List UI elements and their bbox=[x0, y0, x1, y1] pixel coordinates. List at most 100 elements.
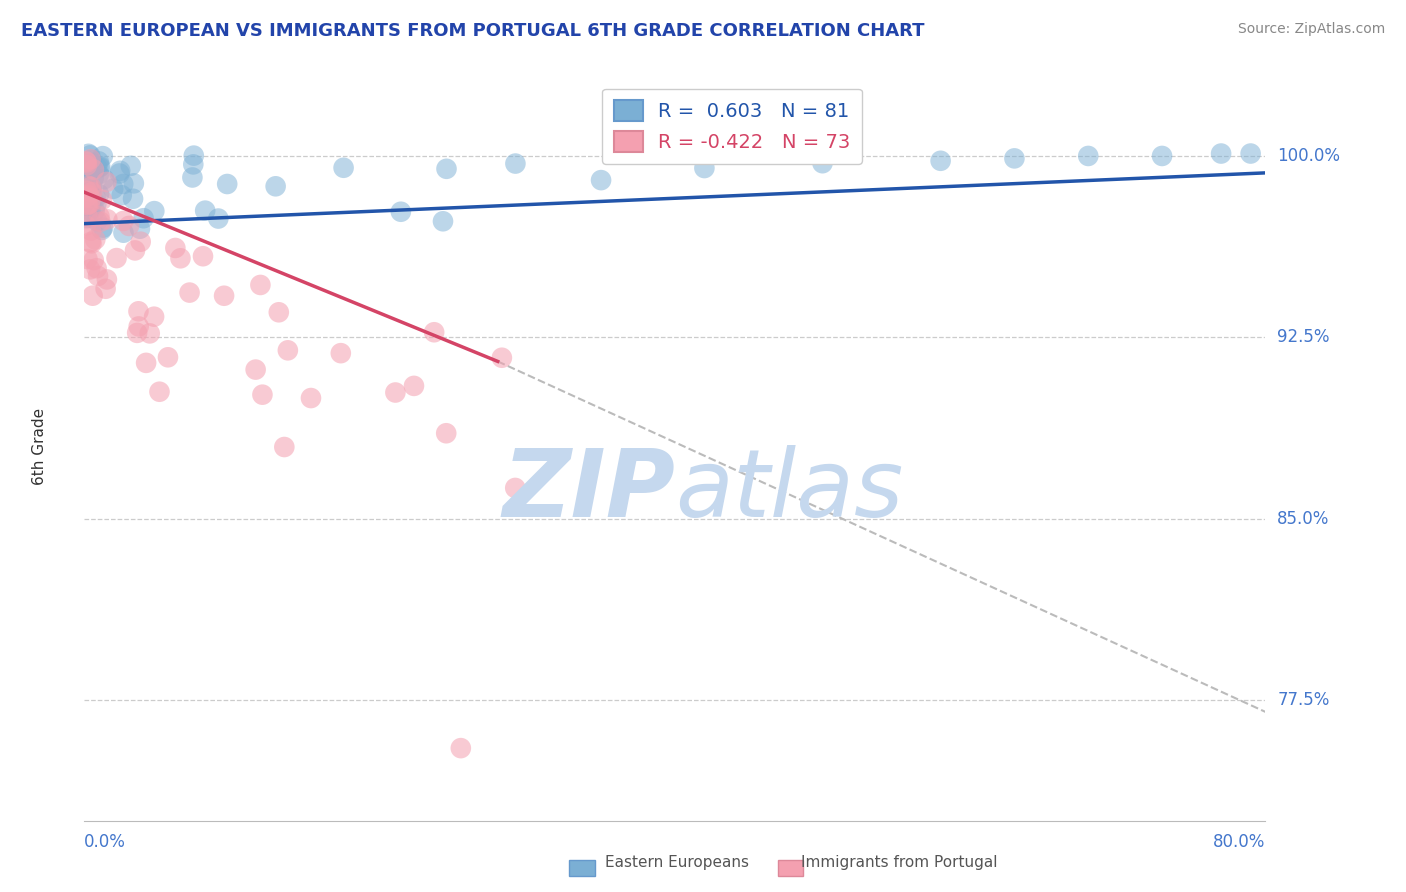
Text: Immigrants from Portugal: Immigrants from Portugal bbox=[801, 855, 998, 870]
Point bbox=[91, 193, 114, 207]
Point bbox=[249, 277, 271, 292]
Point bbox=[135, 356, 157, 370]
Point bbox=[76, 197, 98, 211]
Point bbox=[76, 198, 98, 212]
Text: 77.5%: 77.5% bbox=[1277, 690, 1330, 709]
Point bbox=[112, 177, 135, 191]
Point bbox=[79, 235, 101, 249]
Point bbox=[96, 212, 118, 227]
Point bbox=[143, 204, 166, 219]
Point bbox=[1004, 152, 1026, 166]
Point bbox=[402, 379, 425, 393]
Point bbox=[79, 160, 101, 174]
Point bbox=[138, 326, 160, 341]
Point bbox=[96, 175, 118, 189]
Point bbox=[80, 191, 103, 205]
Point bbox=[75, 194, 97, 209]
Point bbox=[112, 226, 135, 240]
Point bbox=[83, 203, 105, 218]
Point bbox=[79, 152, 101, 166]
Point bbox=[108, 163, 131, 178]
Point bbox=[128, 319, 150, 334]
Point bbox=[132, 211, 155, 226]
Point bbox=[165, 241, 187, 255]
Point bbox=[79, 203, 101, 218]
Point bbox=[693, 161, 716, 175]
Point bbox=[1077, 149, 1099, 163]
Point bbox=[273, 440, 295, 454]
Point bbox=[89, 160, 111, 174]
Point bbox=[389, 204, 412, 219]
Point bbox=[80, 186, 103, 201]
Point bbox=[87, 154, 110, 169]
Point bbox=[169, 252, 191, 266]
Point bbox=[77, 188, 100, 202]
Point bbox=[80, 236, 103, 251]
Point bbox=[87, 187, 110, 202]
Point bbox=[80, 223, 103, 237]
Point bbox=[122, 192, 145, 206]
Text: 92.5%: 92.5% bbox=[1277, 328, 1330, 346]
Point bbox=[79, 197, 101, 211]
Point bbox=[83, 162, 105, 177]
Point bbox=[75, 154, 97, 169]
Point bbox=[122, 177, 145, 191]
Text: ZIP: ZIP bbox=[502, 445, 675, 537]
Point bbox=[76, 155, 98, 169]
Point bbox=[80, 198, 103, 212]
Point bbox=[183, 148, 205, 162]
Point bbox=[105, 251, 128, 265]
Point bbox=[194, 203, 217, 218]
Point bbox=[111, 188, 134, 202]
Point bbox=[86, 161, 108, 175]
Point bbox=[75, 190, 97, 204]
Point bbox=[450, 741, 472, 756]
Point bbox=[384, 385, 406, 400]
Point bbox=[1211, 146, 1233, 161]
Point bbox=[76, 158, 98, 172]
Point bbox=[217, 177, 239, 191]
Point bbox=[77, 178, 100, 193]
Point bbox=[77, 198, 100, 212]
Point bbox=[79, 262, 101, 277]
Point bbox=[143, 310, 166, 324]
Point bbox=[77, 146, 100, 161]
Point bbox=[76, 186, 98, 200]
Point bbox=[96, 272, 118, 286]
Point bbox=[120, 159, 142, 173]
Point bbox=[80, 181, 103, 195]
Point bbox=[83, 170, 105, 185]
Point bbox=[79, 148, 101, 162]
Point bbox=[505, 156, 527, 170]
Point bbox=[84, 233, 107, 247]
Point bbox=[127, 326, 149, 340]
Point bbox=[129, 221, 152, 235]
Point bbox=[77, 186, 100, 200]
Point bbox=[423, 325, 446, 339]
Point bbox=[76, 184, 98, 198]
Point bbox=[80, 185, 103, 199]
Point bbox=[1240, 146, 1263, 161]
Point bbox=[75, 211, 97, 226]
Point bbox=[112, 214, 135, 228]
Text: 6th Grade: 6th Grade bbox=[32, 408, 46, 484]
Text: Eastern Europeans: Eastern Europeans bbox=[605, 855, 748, 870]
Point bbox=[75, 219, 97, 233]
Point bbox=[207, 211, 229, 226]
Point bbox=[181, 157, 204, 171]
Point bbox=[179, 285, 201, 300]
Point bbox=[75, 176, 97, 190]
Point bbox=[432, 214, 454, 228]
Point bbox=[503, 481, 526, 495]
Point bbox=[91, 149, 114, 163]
Point bbox=[101, 182, 124, 196]
Point bbox=[94, 282, 117, 296]
Point bbox=[80, 179, 103, 194]
Text: 100.0%: 100.0% bbox=[1277, 147, 1340, 165]
Point bbox=[87, 167, 110, 181]
Point bbox=[264, 179, 287, 194]
Point bbox=[87, 268, 110, 283]
Point bbox=[89, 210, 111, 224]
Text: Source: ZipAtlas.com: Source: ZipAtlas.com bbox=[1237, 22, 1385, 37]
Text: EASTERN EUROPEAN VS IMMIGRANTS FROM PORTUGAL 6TH GRADE CORRELATION CHART: EASTERN EUROPEAN VS IMMIGRANTS FROM PORT… bbox=[21, 22, 925, 40]
